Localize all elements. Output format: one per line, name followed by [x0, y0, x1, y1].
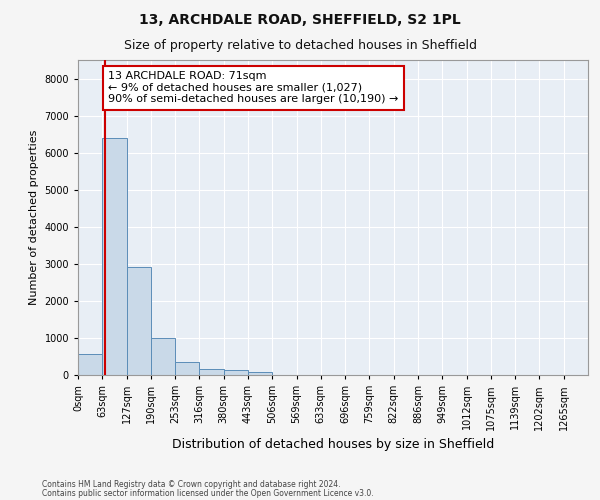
Bar: [78, 354, 102, 375]
Text: Size of property relative to detached houses in Sheffield: Size of property relative to detached ho…: [124, 38, 476, 52]
X-axis label: Distribution of detached houses by size in Sheffield: Distribution of detached houses by size …: [172, 438, 494, 451]
Bar: [199, 368, 224, 375]
Text: Contains HM Land Registry data © Crown copyright and database right 2024.: Contains HM Land Registry data © Crown c…: [42, 480, 341, 489]
Text: 13 ARCHDALE ROAD: 71sqm
← 9% of detached houses are smaller (1,027)
90% of semi-: 13 ARCHDALE ROAD: 71sqm ← 9% of detached…: [108, 71, 398, 104]
Bar: [248, 372, 272, 375]
Text: Contains public sector information licensed under the Open Government Licence v3: Contains public sector information licen…: [42, 488, 374, 498]
Bar: [175, 362, 199, 375]
Bar: [151, 338, 175, 375]
Bar: [224, 370, 248, 375]
Bar: [127, 267, 151, 375]
Y-axis label: Number of detached properties: Number of detached properties: [29, 130, 39, 305]
Text: 13, ARCHDALE ROAD, SHEFFIELD, S2 1PL: 13, ARCHDALE ROAD, SHEFFIELD, S2 1PL: [139, 12, 461, 26]
Bar: [102, 138, 127, 375]
